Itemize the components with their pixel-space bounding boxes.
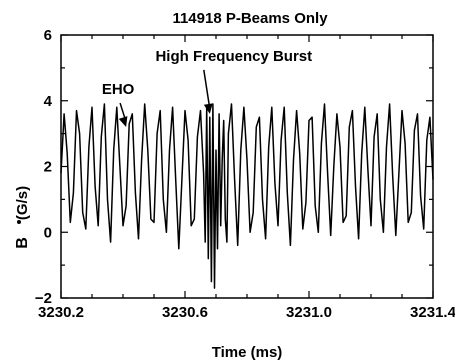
y-tick-label: 0 [44, 224, 52, 241]
x-tick-label: 3231.0 [286, 304, 332, 321]
y-axis-symbol: B [14, 237, 31, 249]
chart-title: 114918 P-Beams Only [172, 10, 328, 27]
y-axis-dot [17, 220, 21, 224]
annotation-arrow-head [203, 103, 213, 114]
y-tick-label: 6 [44, 27, 52, 44]
y-tick-label: 2 [44, 159, 52, 176]
y-tick-label: 4 [44, 93, 53, 110]
annotation-arrow-shaft [203, 69, 211, 110]
y-axis-label-group: B (G/s) [14, 186, 31, 249]
annotations: EHO High Frequency Burst [102, 48, 312, 128]
annotation-label: High Frequency Burst [155, 48, 312, 65]
y-tick-labels: −2 0 2 4 6 [35, 27, 53, 307]
x-tick-label: 3230.6 [162, 304, 208, 321]
x-axis-label: Time (ms) [212, 344, 283, 361]
x-tick-labels: 3230.2 3230.6 3231.0 3231.4 [38, 304, 455, 321]
x-tick-label: 3231.4 [410, 304, 455, 321]
y-axis-label: (G/s) [14, 186, 31, 220]
series-line [60, 103, 434, 289]
x-tick-label: 3230.2 [38, 304, 84, 321]
annotation-label: EHO [102, 81, 135, 98]
series-group [60, 103, 434, 289]
annotation-arrow-head [118, 116, 128, 128]
y-tick-label: −2 [35, 290, 52, 307]
